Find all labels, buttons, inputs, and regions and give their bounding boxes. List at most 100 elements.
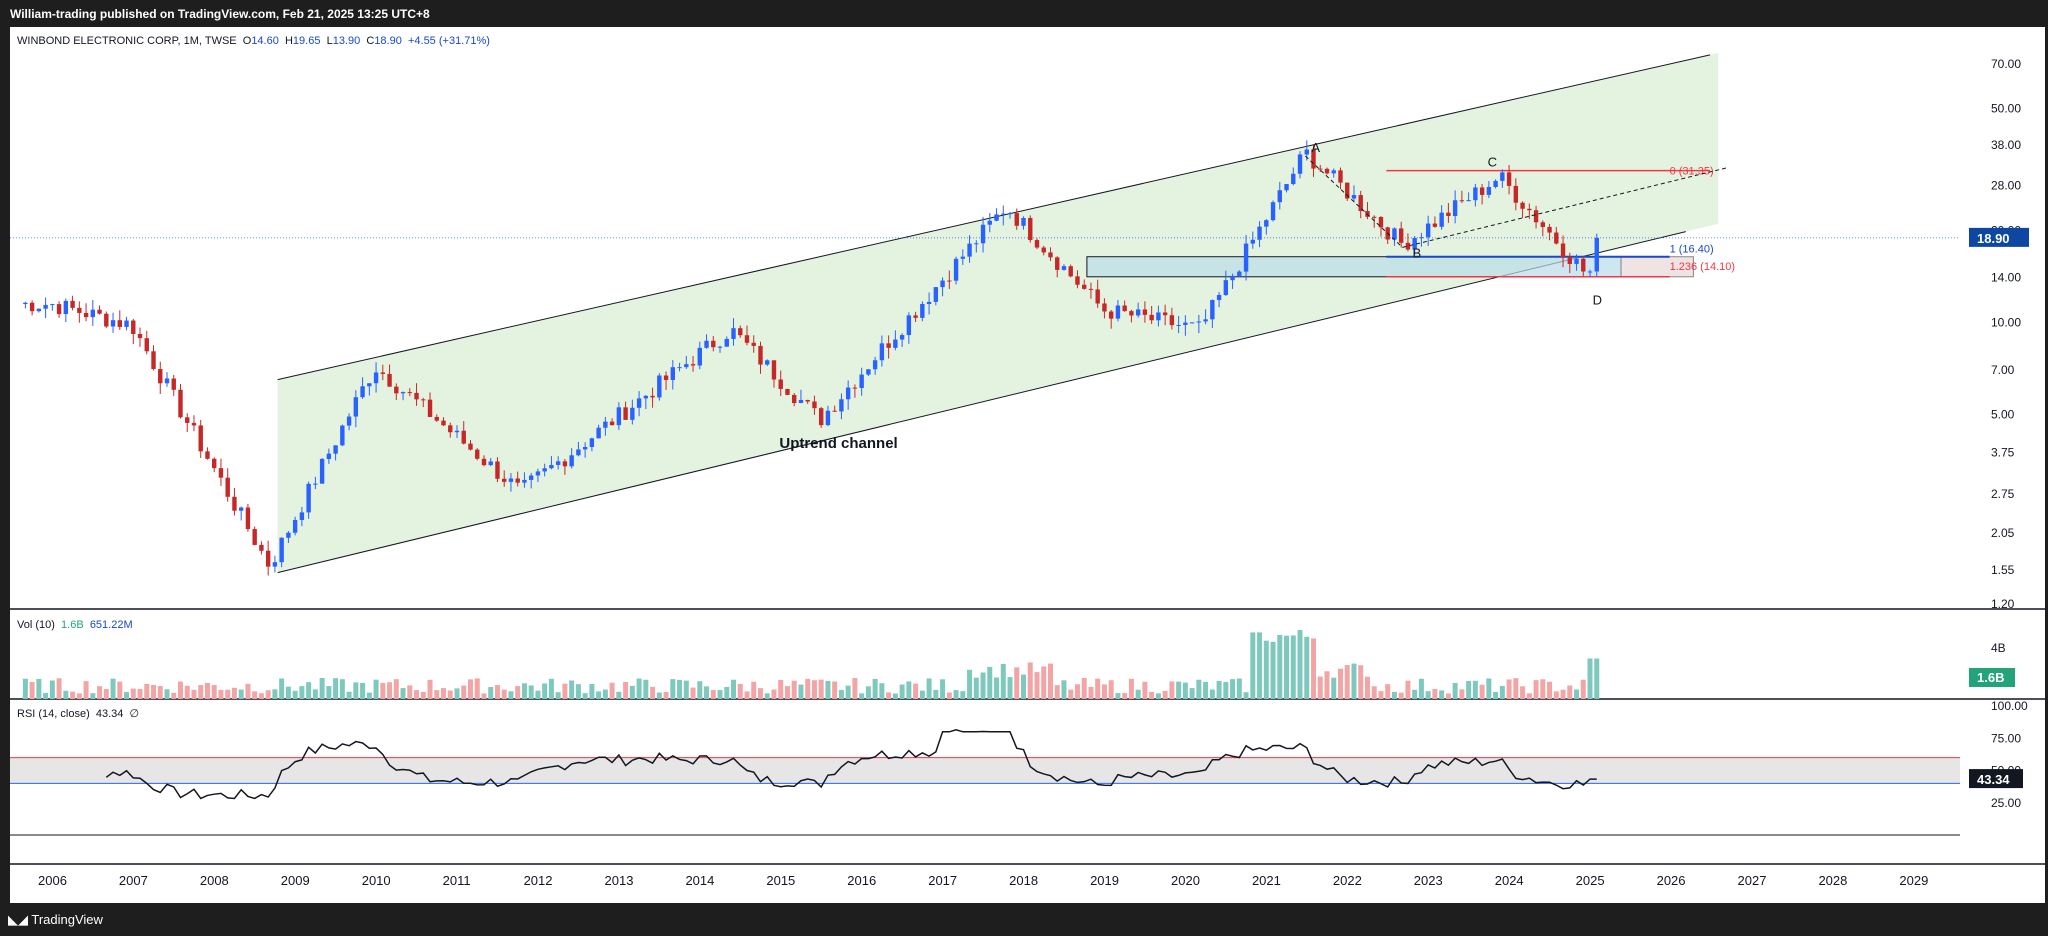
volume-bar — [1196, 679, 1202, 699]
volume-bar — [1304, 636, 1310, 699]
volume-bar — [1331, 677, 1337, 699]
candle-body — [353, 397, 359, 417]
time-axis-label: 2006 — [38, 873, 67, 888]
candle-body — [1533, 210, 1539, 223]
volume-bar — [906, 681, 912, 699]
candle-body — [1156, 312, 1161, 321]
high-value: 19.65 — [292, 35, 321, 47]
candle-body — [319, 458, 325, 484]
volume-bar — [1068, 689, 1074, 699]
point-a-label: A — [1311, 140, 1320, 155]
time-axis-label: 2012 — [524, 873, 553, 888]
volume-bar — [1034, 672, 1040, 699]
volume-bar — [265, 690, 271, 699]
candle-body — [859, 374, 864, 388]
candle-body — [690, 364, 696, 366]
candle-body — [90, 309, 96, 318]
volume-bar — [555, 692, 561, 699]
candle-body — [697, 347, 702, 366]
candle-body — [1115, 305, 1121, 319]
volume-bar — [582, 693, 588, 699]
candle-body — [711, 340, 716, 348]
volume-bar — [488, 687, 494, 699]
candle-body — [1540, 222, 1546, 227]
price-tick-label: 28.00 — [1991, 179, 2021, 193]
price-tick-label: 50.00 — [1991, 102, 2021, 116]
candle-body — [1102, 303, 1107, 312]
candle-body — [1419, 237, 1424, 239]
price-chart[interactable]: 0 (31.35) 1 (16.40) 1.236 (14.10) A B C D Uptre… — [10, 27, 2045, 903]
volume-bar — [22, 678, 28, 699]
volume-bar — [1439, 690, 1445, 699]
volume-bar — [1290, 635, 1296, 699]
volume-bar — [333, 678, 339, 699]
candle-body — [818, 408, 824, 426]
volume-bar — [1115, 693, 1121, 699]
volume-bar — [650, 686, 656, 699]
candle-body — [1466, 200, 1471, 202]
volume-bar — [1128, 678, 1134, 699]
volume-bar — [1209, 689, 1215, 699]
time-axis-label: 2027 — [1738, 873, 1767, 888]
candle-body — [920, 303, 925, 318]
candle-body — [1412, 237, 1417, 250]
volume-bar — [636, 678, 642, 699]
volume-bar — [1162, 690, 1168, 699]
candle-body — [1318, 168, 1323, 170]
volume-bar — [1014, 667, 1020, 699]
volume-bar — [987, 666, 993, 699]
candle-body — [292, 519, 298, 533]
chart-area[interactable]: 0 (31.35) 1 (16.40) 1.236 (14.10) A B C D Uptre… — [10, 27, 2045, 903]
volume-bar — [798, 684, 804, 699]
volume-bar — [1054, 685, 1060, 699]
time-axis-label: 2010 — [362, 873, 391, 888]
candle-body — [1007, 213, 1013, 215]
volume-bar — [1580, 679, 1586, 699]
candle-body — [1291, 173, 1296, 185]
tradingview-logo[interactable]: ◣◢ TradingView — [8, 912, 103, 928]
price-tick-label: 3.75 — [1991, 446, 2015, 460]
candle-body — [245, 507, 251, 530]
volume-bar — [1250, 632, 1256, 699]
candle-body — [852, 387, 858, 389]
volume-bar — [778, 679, 784, 699]
time-axis-label: 2007 — [119, 873, 148, 888]
volume-bar — [1493, 691, 1499, 699]
volume-bar — [508, 691, 514, 699]
volume-bar — [616, 691, 622, 699]
volume-bar — [1486, 678, 1492, 699]
rsi-tick-label: 100.00 — [1991, 699, 2028, 713]
volume-bar — [865, 686, 871, 699]
candle-body — [448, 425, 453, 433]
candle-body — [104, 313, 109, 327]
candle-body — [1473, 187, 1478, 201]
rsi-tick-label: 25.00 — [1991, 796, 2021, 810]
candle-body — [1176, 324, 1181, 326]
candle-body — [1547, 226, 1552, 233]
candle-body — [616, 407, 622, 426]
volume-bar — [548, 678, 554, 699]
volume-bar — [805, 678, 811, 699]
candle-body — [36, 308, 42, 312]
volume-bar — [1277, 634, 1283, 699]
candle-body — [603, 421, 608, 428]
time-axis-label: 2017 — [928, 873, 957, 888]
volume-bar — [83, 681, 89, 699]
volume-bar — [838, 689, 844, 699]
candle-body — [1203, 319, 1208, 322]
volume-bar — [1466, 680, 1472, 699]
volume-bar — [811, 680, 817, 699]
volume-bar — [1412, 689, 1418, 699]
volume-bar — [1176, 681, 1182, 699]
volume-bar — [818, 679, 824, 699]
volume-bar — [171, 692, 177, 699]
candle-body — [468, 443, 473, 450]
volume-bar — [1324, 671, 1330, 699]
volume-bar — [535, 690, 541, 699]
volume-bar — [1520, 686, 1526, 699]
channel-label: Uptrend channel — [779, 435, 897, 452]
volume-bar — [515, 686, 521, 699]
candle-body — [1554, 232, 1559, 244]
candle-body — [110, 320, 116, 327]
volume-bar — [1284, 635, 1290, 699]
